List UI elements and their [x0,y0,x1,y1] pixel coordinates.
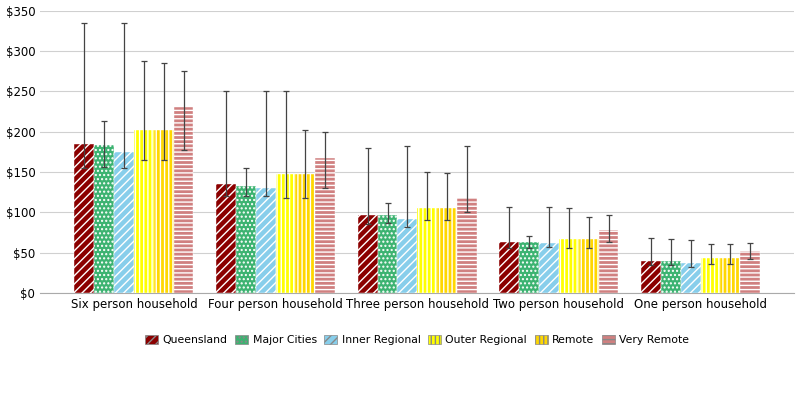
Bar [740,251,760,293]
Bar [174,107,194,293]
Bar [701,258,721,293]
Bar [236,186,256,293]
Bar [378,215,398,293]
Bar [519,242,539,293]
Bar [539,243,559,293]
Legend: Queensland, Major Cities, Inner Regional, Outer Regional, Remote, Very Remote: Queensland, Major Cities, Inner Regional… [141,330,694,350]
Bar [134,130,154,293]
Bar [457,198,477,293]
Bar [437,208,457,293]
Bar [114,152,134,293]
Bar [315,158,335,293]
Bar [661,261,681,293]
Bar [276,174,295,293]
Bar [295,174,315,293]
Bar [94,145,114,293]
Bar [358,215,378,293]
Bar [499,242,519,293]
Bar [681,263,701,293]
Bar [598,230,618,293]
Bar [721,258,740,293]
Bar [579,239,598,293]
Bar [641,261,661,293]
Bar [418,208,437,293]
Bar [398,219,418,293]
Bar [256,188,276,293]
Bar [74,144,94,293]
Bar [559,239,579,293]
Bar [154,130,174,293]
Bar [216,184,236,293]
